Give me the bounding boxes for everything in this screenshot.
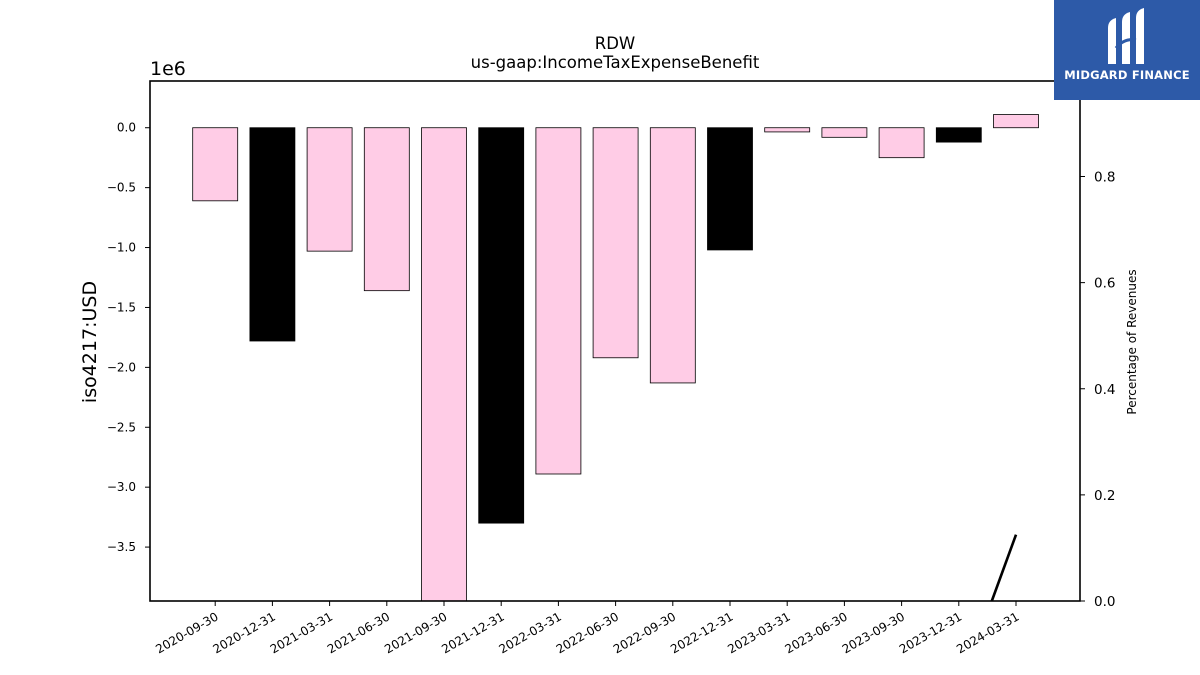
bar-2022-06-30 [592, 127, 639, 359]
x-ticks: 2020-09-302020-12-312021-03-312021-06-30… [153, 601, 1022, 656]
y-axis-label: iso4217:USD [79, 281, 101, 403]
y-tick-label: −2.5 [107, 420, 136, 434]
x-tick-label: 2022-09-30 [611, 609, 678, 656]
x-tick-label: 2021-03-31 [268, 609, 335, 656]
x-tick-label: 2023-12-31 [897, 609, 964, 656]
bar-2023-12-31 [935, 127, 982, 143]
line-layer [990, 534, 1018, 602]
y2-axis-label: Percentage of Revenues [1125, 269, 1139, 414]
y-tick-label: 0.0 [117, 121, 136, 135]
x-tick-label: 2023-06-30 [782, 609, 849, 656]
bar-2022-09-30 [649, 127, 696, 384]
y-tick-label: −2.0 [107, 360, 136, 374]
y-tick-label: −3.5 [107, 540, 136, 554]
chart-title: RDW [595, 34, 636, 53]
x-tick-label: 2021-09-30 [382, 609, 449, 656]
y-tick-label: −3.0 [107, 480, 136, 494]
bar-2020-12-31 [249, 127, 296, 342]
brand-name: MIDGARD FINANCE [1064, 68, 1190, 82]
bar-2023-03-31 [764, 127, 811, 133]
x-tick-label: 2020-09-30 [153, 609, 220, 656]
bar-2021-09-30 [421, 127, 467, 602]
bar-2022-12-31 [707, 127, 753, 251]
bar-2021-03-31 [306, 127, 353, 252]
bar-2021-12-31 [478, 127, 525, 524]
bar-2023-09-30 [878, 127, 925, 159]
chart-subtitle: us-gaap:IncomeTaxExpenseBenefit [471, 53, 760, 72]
y2-tick-label: 0.0 [1094, 594, 1115, 610]
y-ticks: 0.0 −0.5 −1.0 −1.5 −2.0 −2.5 −3.0 −3.5 [107, 121, 150, 554]
y-offset-label: 1e6 [150, 58, 186, 80]
x-tick-label: 2024-03-31 [954, 609, 1021, 656]
bar-2023-06-30 [821, 127, 868, 138]
midgard-logo-icon [1108, 8, 1144, 64]
x-tick-label: 2021-06-30 [325, 609, 392, 656]
y-tick-label: −1.5 [107, 300, 136, 314]
x-tick-label: 2020-12-31 [210, 609, 277, 656]
x-tick-label: 2022-06-30 [554, 609, 621, 656]
bar-2024-03-31 [993, 114, 1039, 129]
y2-tick-label: 0.6 [1094, 276, 1115, 292]
brand-logo: MIDGARD FINANCE [1054, 0, 1200, 100]
plot-frame [149, 80, 1081, 602]
x-tick-label: 2022-12-31 [668, 609, 735, 656]
y-tick-label: −1.0 [107, 241, 136, 255]
bar-2021-06-30 [363, 127, 410, 292]
y-tick-label: −0.5 [107, 181, 136, 195]
bar-2022-03-31 [535, 127, 582, 475]
x-tick-label: 2023-09-30 [840, 609, 907, 656]
y2-tick-label: 0.8 [1094, 170, 1115, 186]
bars [192, 114, 1039, 602]
y2-tick-label: 0.4 [1094, 382, 1115, 398]
x-tick-label: 2023-03-31 [725, 609, 792, 656]
y2-tick-label: 0.2 [1094, 488, 1115, 504]
percentage-line [990, 534, 1018, 602]
x-tick-label: 2022-03-31 [496, 609, 563, 656]
y2-ticks: 0.0 0.2 0.4 0.6 0.8 [1080, 170, 1115, 610]
x-tick-label: 2021-12-31 [439, 609, 506, 656]
bar-2020-09-30 [192, 127, 239, 202]
